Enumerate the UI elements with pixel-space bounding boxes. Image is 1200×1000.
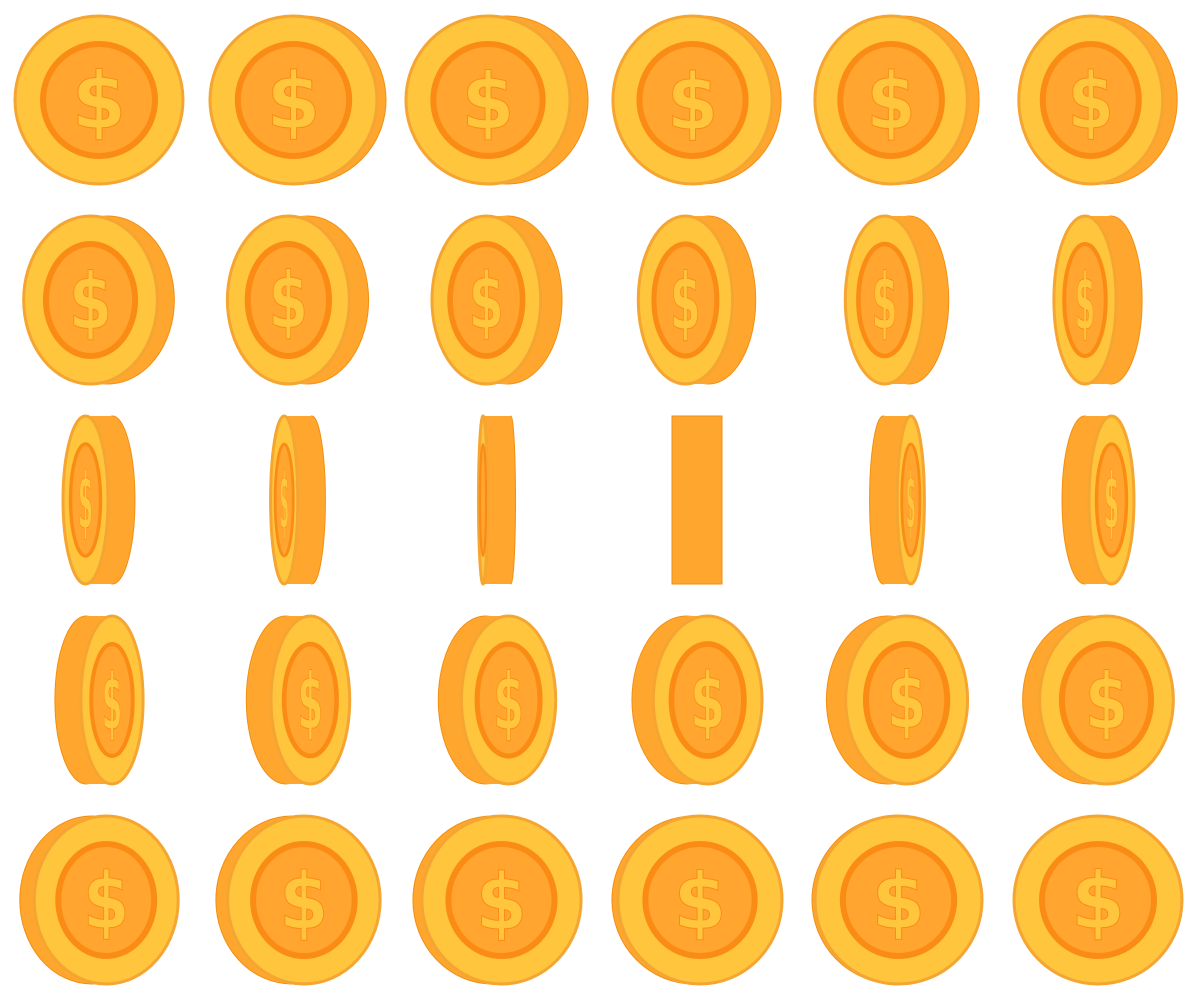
dollar-sign-icon: $: [1085, 657, 1128, 748]
dollar-sign-icon: $: [83, 857, 130, 947]
dollar-sign-icon: $: [667, 56, 718, 147]
dollar-sign-icon: $: [887, 657, 926, 747]
coin-frame: $: [22, 214, 175, 386]
dollar-sign-icon: $: [279, 856, 328, 947]
coin-inner-ring: [89, 641, 135, 759]
coin-inner-ring: [447, 241, 526, 359]
dollar-sign-icon: $: [1075, 256, 1095, 348]
dollar-sign-icon: $: [866, 56, 915, 147]
coin-inner-ring: [636, 41, 749, 159]
dollar-sign-icon: $: [78, 457, 93, 547]
coin-frame: $: [215, 814, 382, 986]
coin-inner-ring: [244, 241, 333, 359]
coin-frame: $: [412, 814, 583, 986]
dollar-sign-icon: $: [1068, 57, 1115, 147]
coin-frame: $: [1012, 814, 1184, 986]
coin-inner-ring: [55, 841, 158, 959]
coin-inner-ring: [862, 641, 951, 759]
coin-frame: $: [225, 214, 370, 386]
dollar-sign-icon: $: [493, 656, 523, 747]
coin-frame: $: [636, 214, 757, 386]
dollar-sign-icon: $: [469, 257, 504, 347]
coin-inner-ring: [1039, 841, 1157, 959]
coin-frame: $: [430, 214, 563, 386]
dollar-sign-icon: $: [476, 856, 527, 947]
coin-frame: $: [825, 614, 970, 786]
dollar-sign-icon: $: [69, 257, 112, 348]
coin-frame: [476, 414, 517, 586]
coin-inner-ring: [668, 641, 747, 759]
coin-frame: $: [437, 614, 558, 786]
dollar-sign-icon: $: [872, 857, 926, 947]
coin-frame: [671, 415, 723, 585]
coin-inner-ring: [478, 442, 488, 558]
coin-inner-ring: [856, 241, 914, 359]
coin-frame: $: [843, 214, 950, 386]
coin-frame: $: [869, 414, 926, 586]
coin-frame: $: [245, 614, 352, 786]
coin-inner-ring: [281, 641, 339, 759]
dollar-sign-icon: $: [690, 657, 725, 747]
dollar-sign-icon: $: [298, 657, 323, 748]
dollar-sign-icon: $: [670, 256, 700, 347]
coin-inner-ring: [68, 442, 103, 558]
coin-inner-ring: [445, 841, 558, 959]
coin-edge: [671, 415, 723, 585]
coin-inner-ring: [234, 41, 353, 159]
coin-frame: $: [404, 14, 589, 186]
coin-frame: $: [631, 614, 764, 786]
coin-frame: $: [208, 14, 387, 186]
coin-frame: $: [1017, 14, 1178, 186]
coin-frame: $: [61, 414, 136, 586]
coin-inner-ring: [900, 442, 922, 558]
dollar-sign-icon: $: [906, 457, 915, 548]
dollar-sign-icon: $: [872, 257, 897, 348]
dollar-sign-icon: $: [1071, 857, 1125, 947]
coin-inner-ring: [1062, 241, 1108, 359]
coin-inner-ring: [40, 41, 158, 159]
coin-inner-ring: [273, 442, 295, 558]
coin-frame: $: [1061, 414, 1136, 586]
coin-inner-ring: [430, 41, 546, 159]
coin-frame: $: [813, 14, 980, 186]
dollar-sign-icon: $: [674, 856, 727, 947]
dollar-sign-icon: $: [461, 56, 514, 147]
coin-inner-ring: [1094, 442, 1129, 558]
dollar-sign-icon: $: [269, 257, 308, 347]
coin-frame: $: [611, 14, 782, 186]
coin-frame: $: [611, 814, 784, 986]
coin-frame: $: [54, 614, 145, 786]
coin-frame: $: [1052, 214, 1143, 386]
dollar-sign-icon: $: [72, 57, 126, 147]
coin-inner-ring: [651, 241, 720, 359]
dollar-sign-icon: $: [102, 656, 122, 748]
dollar-sign-icon: $: [280, 457, 289, 548]
coin-inner-ring: [250, 841, 358, 959]
coin-inner-ring: [837, 41, 945, 159]
coin-inner-ring: [839, 841, 958, 959]
dollar-sign-icon: $: [1104, 457, 1119, 547]
coin-frame: $: [1022, 614, 1175, 786]
coin-frame: $: [13, 14, 185, 186]
coin-frame: $: [19, 814, 180, 986]
dollar-sign-icon: $: [267, 57, 321, 147]
coin-inner-ring: [474, 641, 543, 759]
coin-frame: $: [269, 414, 326, 586]
coin-inner-ring: [1039, 41, 1142, 159]
coin-inner-ring: [42, 241, 139, 359]
coin-inner-ring: [642, 841, 758, 959]
coin-inner-ring: [1058, 641, 1155, 759]
coin-frame: $: [811, 814, 984, 986]
